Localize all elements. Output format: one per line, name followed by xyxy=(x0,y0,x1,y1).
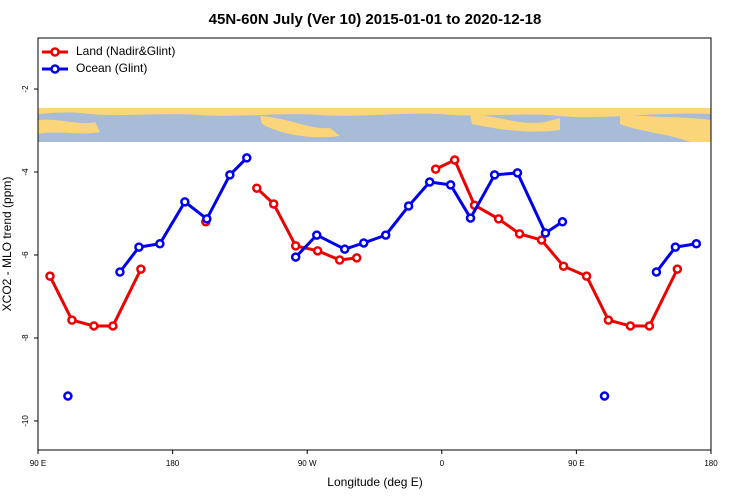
point xyxy=(108,321,118,331)
point xyxy=(63,391,73,401)
x-tick-label: 0 xyxy=(440,459,445,468)
y-axis-label: XCO2 - MLO trend (ppm) xyxy=(0,177,14,312)
point xyxy=(134,242,144,252)
point xyxy=(290,252,301,262)
point xyxy=(155,239,165,249)
point xyxy=(599,391,610,401)
x-tick-label: 90 W xyxy=(298,459,317,468)
point xyxy=(424,177,435,187)
point xyxy=(493,214,504,224)
y-tick-label: -8 xyxy=(21,334,30,342)
x-tick-label: 90 E xyxy=(30,459,46,468)
point xyxy=(339,244,350,254)
point xyxy=(581,271,592,281)
point xyxy=(557,217,568,227)
point xyxy=(672,264,683,274)
point xyxy=(252,183,262,193)
y-tick-label: -2 xyxy=(21,85,30,93)
point xyxy=(644,321,655,331)
point xyxy=(536,235,547,245)
legend-label: Ocean (Glint) xyxy=(76,61,147,75)
point xyxy=(445,180,456,190)
point xyxy=(202,214,212,224)
point xyxy=(449,155,460,165)
y-tick-label: -4 xyxy=(21,168,30,176)
chart-title: 45N-60N July (Ver 10) 2015-01-01 to 2020… xyxy=(209,11,542,28)
y-tick-label: -10 xyxy=(21,415,30,427)
plot-frame xyxy=(37,37,712,451)
point xyxy=(651,267,662,277)
point xyxy=(540,228,551,238)
legend-marker xyxy=(50,47,60,57)
point xyxy=(691,239,702,249)
x-tick-label: 180 xyxy=(166,459,180,468)
point xyxy=(358,238,369,248)
point xyxy=(334,255,345,265)
point xyxy=(290,241,301,251)
point xyxy=(514,229,525,239)
point xyxy=(603,315,614,325)
x-tick-label: 180 xyxy=(704,459,718,468)
x-tick-label: 90 E xyxy=(568,459,584,468)
point xyxy=(268,199,279,209)
point xyxy=(351,253,362,263)
point xyxy=(45,271,55,281)
point xyxy=(180,197,190,207)
map-strip xyxy=(38,108,711,142)
legend-marker xyxy=(50,64,60,74)
point xyxy=(465,213,476,223)
point xyxy=(670,242,681,252)
series-line xyxy=(435,157,679,328)
x-axis-label: Longitude (deg E) xyxy=(327,475,422,489)
point xyxy=(136,264,146,274)
point xyxy=(67,315,77,325)
point xyxy=(625,321,636,331)
point xyxy=(512,168,523,178)
point xyxy=(380,230,391,240)
point xyxy=(489,170,500,180)
point xyxy=(312,230,322,240)
point xyxy=(225,170,235,180)
point xyxy=(403,201,414,211)
point xyxy=(89,321,99,331)
point xyxy=(242,153,252,163)
series-line xyxy=(48,268,143,328)
legend-label: Land (Nadir&Glint) xyxy=(76,44,175,58)
y-tick-label: -6 xyxy=(21,251,30,259)
point xyxy=(115,267,125,277)
point xyxy=(312,246,323,256)
point xyxy=(430,164,441,174)
point xyxy=(558,261,569,271)
